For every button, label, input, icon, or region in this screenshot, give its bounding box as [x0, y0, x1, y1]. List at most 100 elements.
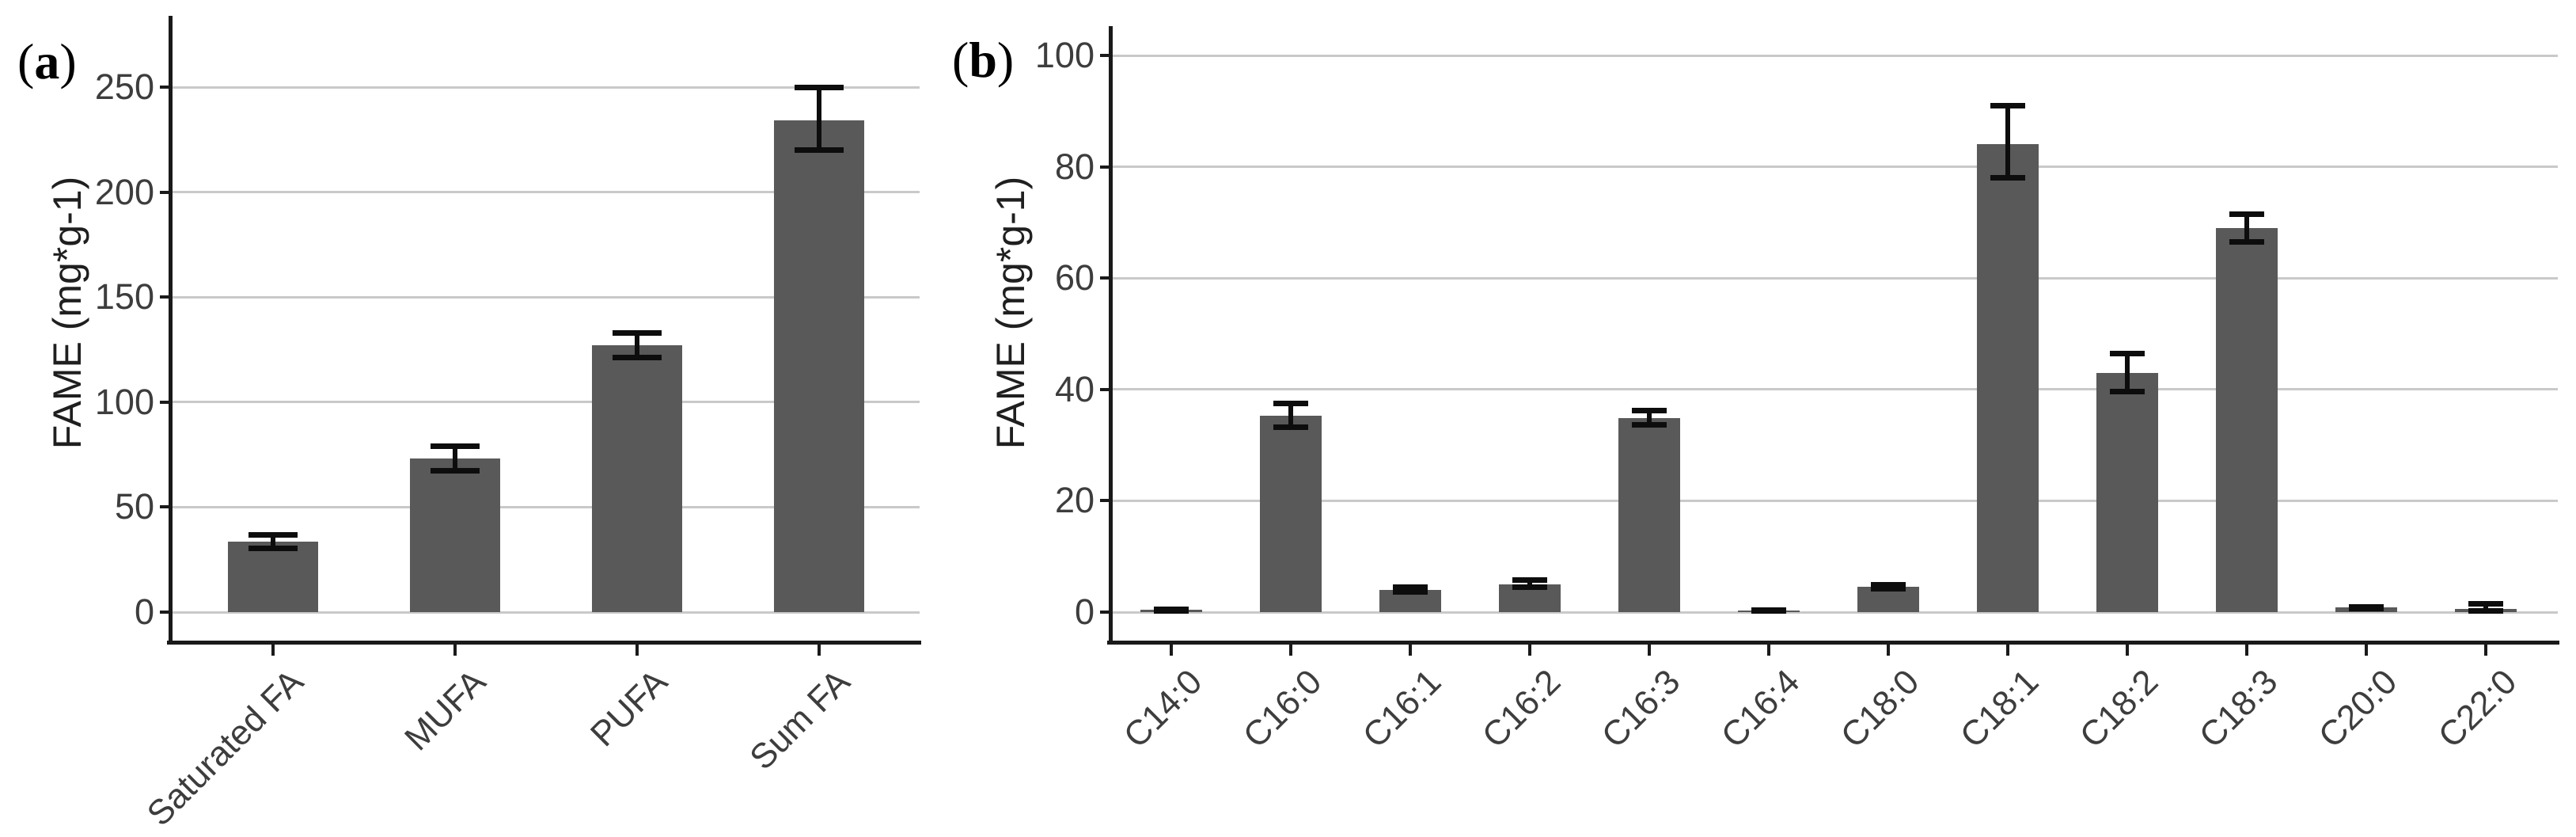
bar-C18:1 — [1977, 144, 2039, 612]
y-tick-label-a-100: 100 — [94, 381, 154, 422]
x-tick-C18:2 — [2126, 644, 2129, 656]
gridline-a-y250 — [170, 86, 920, 89]
x-axis-label-C18:2: C18:2 — [2072, 662, 2165, 755]
y-tick-b-100 — [1100, 54, 1110, 57]
y-tick-a-0 — [160, 611, 170, 614]
x-axis-label-C16:4: C16:4 — [1713, 662, 1807, 755]
gridline-a-y200 — [170, 191, 920, 194]
y-tick-label-a-150: 150 — [94, 276, 154, 318]
panel-a-label: (a) — [17, 30, 77, 93]
error-bar-cap-bottom-C16:4 — [1751, 608, 1786, 614]
x-tick-Sum FA — [818, 644, 821, 656]
y-tick-b-60 — [1100, 276, 1110, 280]
error-bar-cap-bottom-C18:2 — [2110, 389, 2145, 395]
error-bar-cap-top-C16:0 — [1273, 400, 1308, 406]
x-axis-label-C22:0: C22:0 — [2430, 662, 2524, 755]
gridline-b-y20 — [1110, 499, 2558, 502]
error-bar-line-Saturated FA — [271, 534, 275, 550]
error-bar-cap-top-C18:2 — [2110, 351, 2145, 357]
error-bar-cap-bottom-C16:0 — [1273, 424, 1308, 430]
bar-MUFA — [410, 458, 500, 612]
x-axis-line-b — [1107, 641, 2559, 645]
bar-C16:0 — [1260, 415, 1322, 612]
y-tick-label-a-50: 50 — [114, 486, 154, 527]
x-axis-label-C14:0: C14:0 — [1116, 662, 1209, 755]
error-bar-line-PUFA — [635, 333, 639, 359]
error-bar-cap-top-Sum FA — [795, 85, 844, 90]
error-bar-line-C16:3 — [1647, 409, 1652, 426]
x-axis-label-C18:1: C18:1 — [1952, 662, 2046, 755]
error-bar-cap-bottom-C18:0 — [1871, 586, 1906, 592]
error-bar-line-Sum FA — [817, 87, 821, 150]
x-tick-C18:1 — [2006, 644, 2009, 656]
y-tick-label-b-100: 100 — [1034, 35, 1095, 75]
error-bar-cap-bottom-Saturated FA — [248, 546, 298, 552]
y-tick-label-a-250: 250 — [94, 67, 154, 107]
error-bar-cap-bottom-C16:1 — [1393, 589, 1428, 595]
x-axis-line-a — [167, 641, 921, 645]
x-tick-C16:2 — [1528, 644, 1531, 656]
gridline-b-y40 — [1110, 388, 2558, 391]
gridline-a-y50 — [170, 505, 920, 508]
panel-paren: ) — [59, 33, 77, 89]
error-bar-cap-top-C16:1 — [1393, 584, 1428, 590]
y-tick-label-a-0: 0 — [134, 592, 154, 632]
error-bar-cap-bottom-C22:0 — [2468, 608, 2503, 614]
y-tick-label-a-200: 200 — [94, 171, 154, 212]
x-tick-C22:0 — [2484, 644, 2487, 656]
panel-letter: b — [969, 32, 997, 88]
y-tick-b-20 — [1100, 499, 1110, 503]
error-bar-line-C18:3 — [2244, 214, 2249, 242]
x-axis-label-PUFA: PUFA — [583, 662, 675, 755]
x-tick-PUFA — [635, 644, 639, 656]
bar-C16:3 — [1618, 418, 1680, 612]
error-bar-cap-top-C18:1 — [1990, 103, 2025, 109]
error-bar-line-C22:0 — [2483, 603, 2488, 612]
x-tick-C20:0 — [2365, 644, 2368, 656]
y-tick-label-b-80: 80 — [1054, 146, 1095, 187]
error-bar-cap-top-C18:3 — [2229, 211, 2264, 218]
error-bar-line-MUFA — [453, 446, 457, 472]
gridline-a-y0 — [170, 611, 920, 614]
y-tick-a-100 — [160, 400, 170, 404]
error-bar-cap-top-C18:0 — [1871, 581, 1906, 588]
error-bar-cap-bottom-C18:1 — [1990, 174, 2025, 181]
y-tick-b-80 — [1100, 165, 1110, 169]
x-axis-label-Sum FA: Sum FA — [742, 662, 857, 778]
y-tick-a-250 — [160, 86, 170, 89]
error-bar-cap-bottom-C18:3 — [2229, 238, 2264, 245]
gridline-a-y150 — [170, 295, 920, 299]
error-bar-cap-top-C22:0 — [2468, 601, 2503, 607]
error-bar-cap-bottom-C16:3 — [1632, 422, 1667, 428]
error-bar-line-C16:0 — [1288, 402, 1293, 428]
gridline-b-y80 — [1110, 165, 2558, 169]
panel-letter: a — [34, 33, 60, 89]
error-bar-cap-bottom-C20:0 — [2349, 605, 2384, 611]
x-tick-C18:0 — [1887, 644, 1890, 656]
bar-C18:2 — [2096, 372, 2158, 612]
y-tick-label-b-40: 40 — [1054, 368, 1095, 409]
gridline-b-y100 — [1110, 54, 2558, 57]
gridline-a-y100 — [170, 401, 920, 404]
error-bar-cap-top-C16:2 — [1512, 576, 1547, 583]
x-axis-label-Saturated FA: Saturated FA — [139, 662, 311, 834]
y-tick-a-150 — [160, 295, 170, 299]
x-axis-label-C16:2: C16:2 — [1474, 662, 1568, 755]
error-bar-line-C18:2 — [2125, 353, 2130, 393]
x-axis-label-C20:0: C20:0 — [2311, 662, 2404, 755]
error-bar-line-C18:1 — [2005, 105, 2010, 178]
error-bar-cap-bottom-MUFA — [431, 468, 480, 474]
gridline-b-y60 — [1110, 276, 2558, 280]
gridline-b-y0 — [1110, 611, 2558, 614]
x-tick-C14:0 — [1170, 644, 1173, 656]
x-tick-C16:0 — [1289, 644, 1292, 656]
y-axis-line-b — [1109, 26, 1113, 642]
panel-paren: ) — [996, 32, 1015, 88]
bar-Sum FA — [774, 120, 864, 612]
bar-C18:3 — [2216, 227, 2278, 612]
y-tick-label-b-20: 20 — [1054, 480, 1095, 521]
y-tick-label-b-60: 60 — [1054, 257, 1095, 299]
y-tick-label-b-0: 0 — [1074, 592, 1095, 632]
y-tick-a-50 — [160, 505, 170, 509]
